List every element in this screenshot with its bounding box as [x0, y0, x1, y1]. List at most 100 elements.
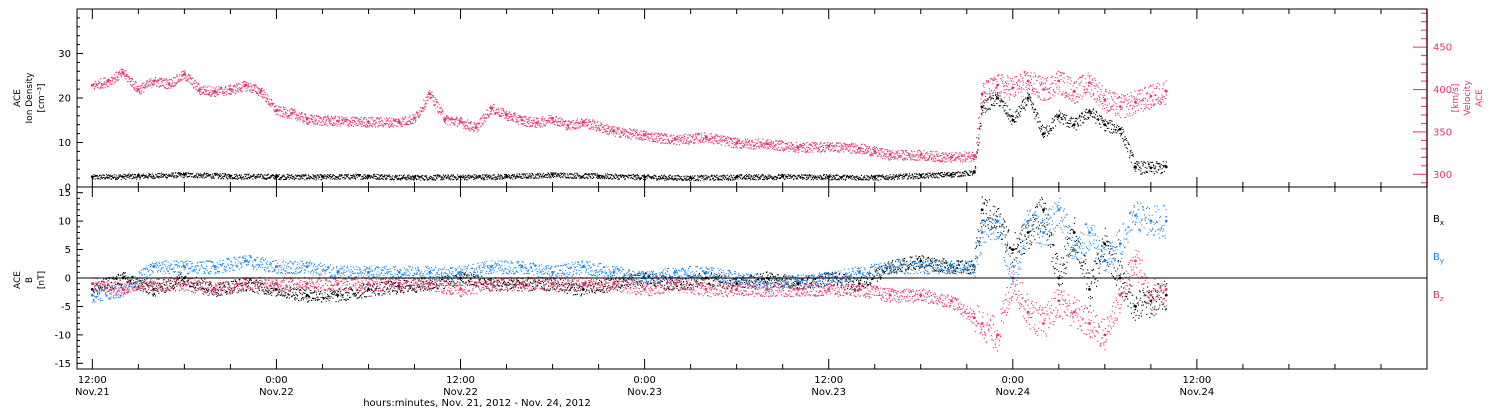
- bz-point-5: [244, 282, 248, 286]
- bz-point-37: [1088, 322, 1091, 325]
- velocity-point-9: [229, 88, 232, 91]
- by-point-19: [673, 270, 677, 274]
- top-left-tick-label-10: 10: [58, 138, 71, 149]
- x-tick-time-label: 12:00: [1182, 375, 1211, 386]
- bz-trace: [92, 249, 1168, 352]
- bottom-panel-frame: [76, 186, 1428, 370]
- bz-point-12: [459, 288, 462, 291]
- bx-point-34: [1042, 208, 1045, 212]
- x-axis-title: hours:minutes, Nov. 21, 2012 - Nov. 24, …: [363, 398, 591, 409]
- by-point-29: [973, 265, 976, 268]
- top-right-axis-label-line2: Velocity: [1463, 80, 1473, 116]
- by-point-9: [367, 270, 370, 274]
- by-point-13: [489, 265, 493, 268]
- top-panel-axes: 0 10 20 30 300 350 400 450: [58, 9, 1452, 194]
- top-left-axis-label-line2: Ion Density: [25, 72, 35, 124]
- by-point-34: [1042, 231, 1045, 234]
- bottom-tick-label-15: 15: [58, 188, 71, 199]
- bottom-tick-label--5: -5: [61, 302, 71, 313]
- legend-subscript: y: [1440, 257, 1444, 265]
- legend-bx: Bx: [1433, 214, 1444, 227]
- x-tick-date-label: Nov.23: [811, 387, 846, 398]
- by-point-37: [1088, 231, 1091, 234]
- top-right-tick-label-400: 400: [1433, 85, 1452, 96]
- bz-point-42: [1164, 288, 1168, 291]
- legend-subscript: x: [1440, 219, 1444, 227]
- bottom-tick-label-0: 0: [65, 274, 71, 285]
- bx-point-37: [1088, 288, 1091, 291]
- ion-density-point-31: [1134, 165, 1137, 169]
- bottom-tick-label-5: 5: [65, 245, 71, 256]
- velocity-point-41: [919, 153, 923, 157]
- x-tick-time-label: 12:00: [78, 375, 107, 386]
- x-tick-time-label: 12:00: [446, 375, 475, 386]
- bz-point-13: [489, 282, 493, 286]
- x-tick-date-label: Nov.22: [259, 387, 294, 398]
- x-tick-date-label: Nov.22: [443, 387, 478, 398]
- x-tick-time-label: 0:00: [633, 375, 655, 386]
- bottom-panel-data: [77, 196, 1427, 352]
- bz-point-39: [1118, 293, 1122, 297]
- bx-point-38: [1103, 242, 1107, 246]
- bz-point-41: [1149, 293, 1153, 297]
- top-right-axis-label-line1: ACE: [1475, 89, 1485, 107]
- bz-point-33: [1026, 310, 1030, 314]
- velocity-point-53: [1118, 105, 1122, 108]
- bx-point-42: [1164, 293, 1168, 297]
- top-left-tick-label-20: 20: [58, 94, 71, 105]
- bz-point-34: [1042, 322, 1045, 325]
- x-tick-date-label: Nov.24: [995, 387, 1030, 398]
- bx-point-36: [1072, 231, 1076, 234]
- by-point-36: [1072, 248, 1076, 252]
- bx-point-27: [919, 259, 923, 263]
- bottom-panel-axes: -15 -10 -5 0 5 10 15: [55, 186, 83, 370]
- x-tick-date-label: Nov.24: [1180, 387, 1215, 398]
- bx-trace: [92, 196, 1168, 321]
- top-right-tick-label-350: 350: [1433, 127, 1452, 138]
- bottom-tick-label-10: 10: [58, 217, 71, 228]
- top-panel-data: [90, 68, 1168, 182]
- legend-bz: Bz: [1433, 290, 1444, 303]
- top-panel: 0 10 20 30 300 350 400 450 ACE Ion Density [cm⁻…: [13, 8, 1485, 194]
- bz-point-11: [428, 282, 432, 286]
- x-tick-time-label: 12:00: [814, 375, 843, 386]
- velocity-point-52: [1103, 98, 1107, 102]
- legend-symbol: B: [1433, 252, 1440, 263]
- bz-point-35: [1057, 299, 1061, 303]
- bottom-tick-label--15: -15: [55, 359, 71, 370]
- by-point-11: [428, 270, 432, 274]
- x-tick-time-label: 0:00: [1002, 375, 1024, 386]
- bottom-left-axis-label-line3: [nT]: [37, 271, 47, 289]
- legend-symbol: B: [1433, 290, 1440, 301]
- bx-point-30: [980, 208, 984, 212]
- legend-symbol: B: [1433, 214, 1440, 225]
- top-left-tick-label-30: 30: [58, 49, 71, 60]
- top-left-axis-label-line1: ACE: [13, 89, 23, 107]
- by-trace: [92, 197, 1168, 303]
- velocity-point-44: [980, 92, 984, 96]
- x-axis: 12:00Nov.210:00Nov.2212:00Nov.220:00Nov.…: [75, 9, 1428, 398]
- velocity-trace: [92, 68, 1167, 169]
- ion-density-trace: [92, 92, 1168, 182]
- top-right-axis-label-line3: [km/s]: [1451, 84, 1461, 113]
- top-left-axis-label-line3: [cm⁻³]: [37, 83, 47, 112]
- bz-point-7: [305, 282, 309, 286]
- bx-point-40: [1134, 305, 1137, 308]
- legend-by: By: [1433, 252, 1444, 265]
- x-tick-date-label: Nov.23: [627, 387, 662, 398]
- bottom-left-axis-label-line1: ACE: [13, 271, 23, 289]
- legend-subscript: z: [1440, 295, 1444, 303]
- by-point-39: [1118, 242, 1122, 246]
- top-right-tick-label-300: 300: [1433, 170, 1452, 181]
- by-point-23: [796, 279, 800, 283]
- top-panel-frame: [76, 8, 1428, 188]
- by-point-0: [90, 293, 94, 297]
- x-tick-date-label: Nov.21: [75, 387, 110, 398]
- top-right-tick-label-450: 450: [1433, 43, 1452, 54]
- bz-point-15: [551, 282, 554, 286]
- x-tick-time-label: 0:00: [265, 375, 287, 386]
- top-left-tick-label-0: 0: [65, 183, 71, 194]
- bz-point-30: [980, 322, 984, 325]
